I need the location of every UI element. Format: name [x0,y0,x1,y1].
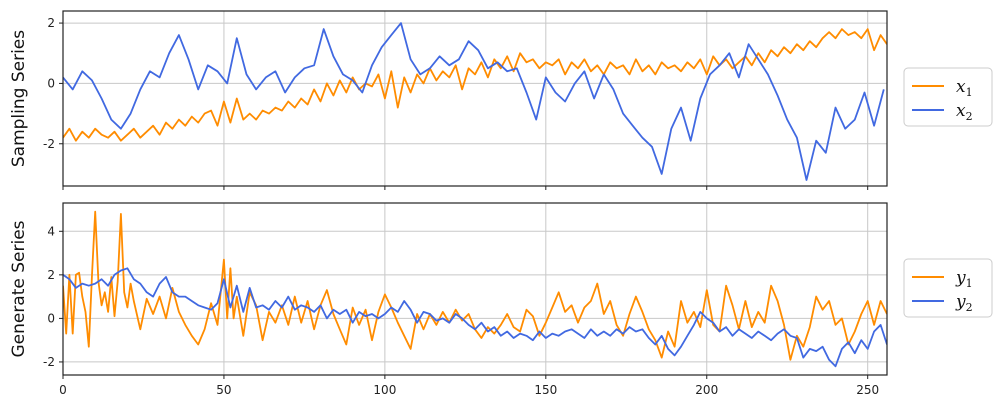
x-tick-label: 50 [216,383,231,397]
x-tick-label: 100 [373,383,396,397]
x-tick-label: 0 [59,383,67,397]
y-tick-label: 2 [47,16,55,30]
legend-box [903,67,993,127]
plot-frame [62,202,888,376]
series-line-x1 [63,28,887,142]
legend-label-x2: x2 [956,101,973,123]
y-tick-label: -2 [43,355,55,369]
y-axis-label: Generate Series [9,220,29,357]
y-tick-label: 2 [47,268,55,282]
series-line-y2 [63,267,887,368]
y-tick-label: 0 [47,76,55,90]
legend-label-y1: y1 [955,268,973,290]
y-axis-label: Sampling Series [9,30,29,167]
x-tick-label: 150 [534,383,557,397]
legend-label-x1: x1 [956,77,973,99]
x-tick-label: 250 [856,383,879,397]
legend-label-y2: y2 [955,292,973,314]
legend-box [903,258,993,318]
series-line-y1 [63,210,887,361]
plot-frame [62,10,888,187]
series-line-x2 [63,22,885,181]
y-tick-label: 0 [47,311,55,325]
x-tick-label: 200 [695,383,718,397]
y-tick-label: 4 [47,224,55,238]
y-tick-label: -2 [43,137,55,151]
